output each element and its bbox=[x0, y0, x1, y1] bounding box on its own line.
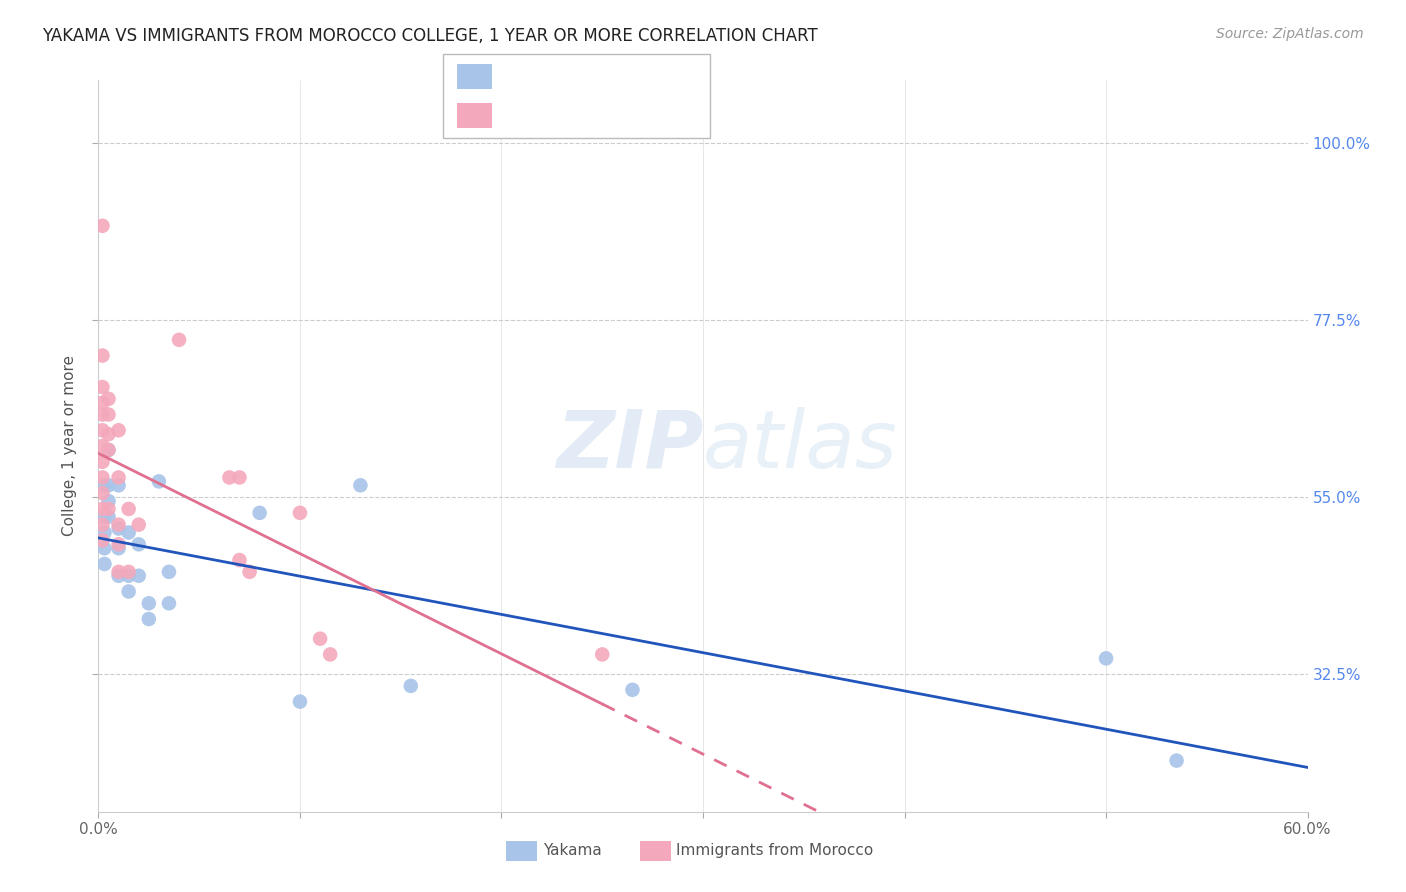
Point bbox=[591, 648, 613, 662]
Point bbox=[319, 648, 342, 662]
Text: R =: R = bbox=[502, 63, 538, 81]
Point bbox=[91, 380, 114, 394]
Point bbox=[91, 396, 114, 410]
Point bbox=[107, 537, 129, 551]
Point bbox=[97, 502, 120, 516]
Point bbox=[218, 470, 240, 484]
Text: 37: 37 bbox=[650, 104, 673, 122]
Point bbox=[93, 509, 115, 524]
Point bbox=[97, 427, 120, 442]
Text: N =: N = bbox=[612, 63, 648, 81]
Point bbox=[91, 439, 114, 453]
Point bbox=[288, 506, 311, 520]
Point bbox=[107, 423, 129, 437]
Text: R =: R = bbox=[502, 104, 543, 122]
Point bbox=[118, 525, 141, 540]
Text: YAKAMA VS IMMIGRANTS FROM MOROCCO COLLEGE, 1 YEAR OR MORE CORRELATION CHART: YAKAMA VS IMMIGRANTS FROM MOROCCO COLLEG… bbox=[42, 27, 818, 45]
Text: Source: ZipAtlas.com: Source: ZipAtlas.com bbox=[1216, 27, 1364, 41]
Point bbox=[138, 596, 160, 610]
Text: ZIP: ZIP bbox=[555, 407, 703, 485]
Point bbox=[97, 442, 120, 457]
Point bbox=[118, 568, 141, 582]
Point bbox=[93, 478, 115, 492]
Point bbox=[91, 219, 114, 233]
Point bbox=[167, 333, 190, 347]
Point bbox=[91, 533, 114, 548]
Point bbox=[91, 502, 114, 516]
Point bbox=[93, 557, 115, 571]
Point bbox=[148, 475, 170, 489]
Point bbox=[1095, 651, 1118, 665]
Point bbox=[239, 565, 262, 579]
Point bbox=[107, 522, 129, 536]
Point bbox=[621, 682, 644, 697]
Point bbox=[93, 541, 115, 556]
Point bbox=[128, 537, 150, 551]
Text: 0.043: 0.043 bbox=[544, 104, 596, 122]
Point bbox=[97, 408, 120, 422]
Point bbox=[91, 349, 114, 363]
Point bbox=[91, 408, 114, 422]
Point bbox=[118, 502, 141, 516]
Point bbox=[107, 478, 129, 492]
Point bbox=[1166, 754, 1188, 768]
Point bbox=[309, 632, 332, 646]
Point bbox=[107, 470, 129, 484]
Point bbox=[128, 517, 150, 532]
Point bbox=[93, 525, 115, 540]
Point bbox=[97, 494, 120, 508]
Point bbox=[107, 568, 129, 582]
Point bbox=[138, 612, 160, 626]
Text: -0.500: -0.500 bbox=[544, 63, 603, 81]
Point bbox=[97, 392, 120, 406]
Point bbox=[107, 517, 129, 532]
Point bbox=[228, 470, 250, 484]
Point bbox=[128, 568, 150, 582]
Point bbox=[157, 596, 180, 610]
Point bbox=[97, 509, 120, 524]
Point bbox=[97, 478, 120, 492]
Point bbox=[91, 517, 114, 532]
Point bbox=[107, 541, 129, 556]
Point bbox=[91, 455, 114, 469]
Text: Immigrants from Morocco: Immigrants from Morocco bbox=[676, 844, 873, 858]
Point bbox=[107, 565, 129, 579]
Point bbox=[157, 565, 180, 579]
Point bbox=[288, 695, 311, 709]
Text: 27: 27 bbox=[650, 63, 673, 81]
Text: atlas: atlas bbox=[703, 407, 898, 485]
Point bbox=[91, 486, 114, 500]
Point bbox=[349, 478, 371, 492]
Point bbox=[91, 423, 114, 437]
Point bbox=[118, 584, 141, 599]
Point bbox=[91, 470, 114, 484]
Point bbox=[228, 553, 250, 567]
Point bbox=[118, 565, 141, 579]
Point bbox=[97, 442, 120, 457]
Text: N =: N = bbox=[612, 104, 648, 122]
Point bbox=[249, 506, 271, 520]
Point bbox=[399, 679, 422, 693]
Text: Yakama: Yakama bbox=[543, 844, 602, 858]
Y-axis label: College, 1 year or more: College, 1 year or more bbox=[62, 356, 77, 536]
